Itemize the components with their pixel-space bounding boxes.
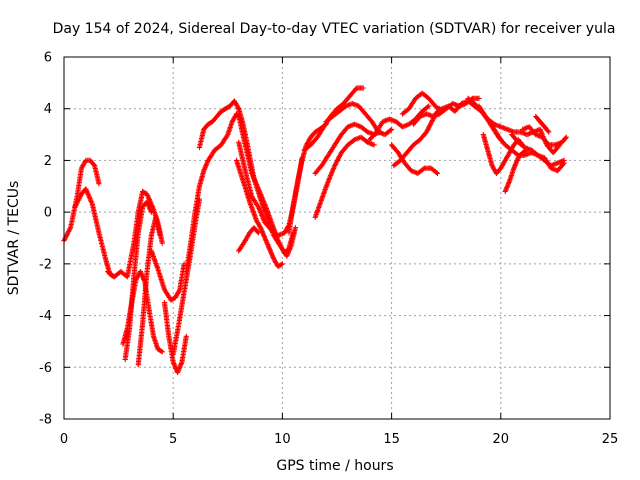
data-point (278, 261, 284, 268)
data-point (389, 126, 395, 132)
sdtvar-track (135, 214, 163, 368)
sdtvar-track (312, 121, 384, 176)
sdtvar-track (502, 147, 530, 195)
sdtvar-track (233, 157, 285, 269)
sdtvar-track (236, 225, 261, 254)
y-tick-label: -4 (39, 309, 52, 324)
data-point (353, 86, 359, 92)
data-point (545, 141, 551, 147)
data-point (158, 348, 164, 354)
sdtvar-track (509, 132, 567, 169)
data-point (378, 129, 384, 135)
data-point (434, 170, 441, 176)
y-tick-label: 0 (44, 206, 52, 221)
y-tick-label: 6 (44, 51, 52, 66)
x-tick-label: 20 (493, 432, 510, 447)
data-point (159, 349, 165, 355)
data-point (563, 134, 569, 140)
x-tick-label: 15 (383, 432, 400, 447)
sdtvar-track (286, 121, 329, 236)
sdtvar-track (122, 199, 154, 363)
y-tick-label: -2 (39, 257, 52, 272)
y-tick-label: 2 (44, 154, 52, 169)
data-point (420, 166, 426, 172)
sdtvar-track (389, 142, 441, 176)
sdtvar-track (170, 196, 202, 357)
data-point (371, 142, 377, 148)
data-point (183, 333, 189, 339)
data-point (546, 129, 552, 135)
data-point (159, 240, 165, 246)
y-tick-label: 4 (44, 102, 52, 117)
sdtvar-track (301, 85, 366, 153)
sdtvar-track (72, 186, 117, 280)
data-point (279, 261, 285, 267)
x-tick-label: 10 (274, 432, 291, 447)
sdtvar-track (183, 111, 244, 275)
data-point (433, 169, 439, 176)
data-point (561, 157, 567, 163)
sdtvar-track (312, 134, 377, 220)
y-axis-label: SDTVAR / TECUs (6, 181, 22, 296)
data-point (255, 230, 261, 236)
sdtvar-track (148, 248, 187, 303)
sdtvar-track (196, 98, 242, 151)
sdtvar-track (432, 98, 504, 143)
data-point (254, 229, 261, 235)
sdtvar-track (533, 113, 552, 135)
data-point (360, 85, 366, 91)
sdtvar-track (520, 124, 569, 148)
x-tick-label: 5 (169, 432, 177, 447)
x-axis-label: GPS time / hours (276, 458, 393, 474)
data-point (545, 128, 551, 134)
x-tick-label: 25 (602, 432, 619, 447)
sdtvar-track (323, 100, 395, 138)
sdtvar-track (236, 106, 299, 259)
data-point (425, 104, 431, 110)
y-tick-label: -6 (39, 361, 52, 376)
plot-area (61, 85, 569, 376)
data-point (157, 232, 163, 238)
chart-title: Day 154 of 2024, Sidereal Day-to-day VTE… (53, 21, 616, 37)
data-point (292, 225, 299, 231)
sdtvar-track (61, 157, 102, 244)
data-point (96, 181, 102, 187)
x-tick-label: 0 (60, 432, 68, 447)
data-point (476, 95, 482, 101)
data-point (387, 127, 394, 133)
data-point (426, 103, 432, 109)
data-point (148, 209, 154, 215)
plot-frame (63, 56, 611, 420)
series-sdtvar (61, 85, 569, 376)
y-tick-label: -8 (39, 413, 52, 428)
axis-ticks: -8 -6 -4 -2 0 2 4 6 0 5 10 15 20 25 (39, 51, 618, 448)
data-point (562, 135, 568, 141)
